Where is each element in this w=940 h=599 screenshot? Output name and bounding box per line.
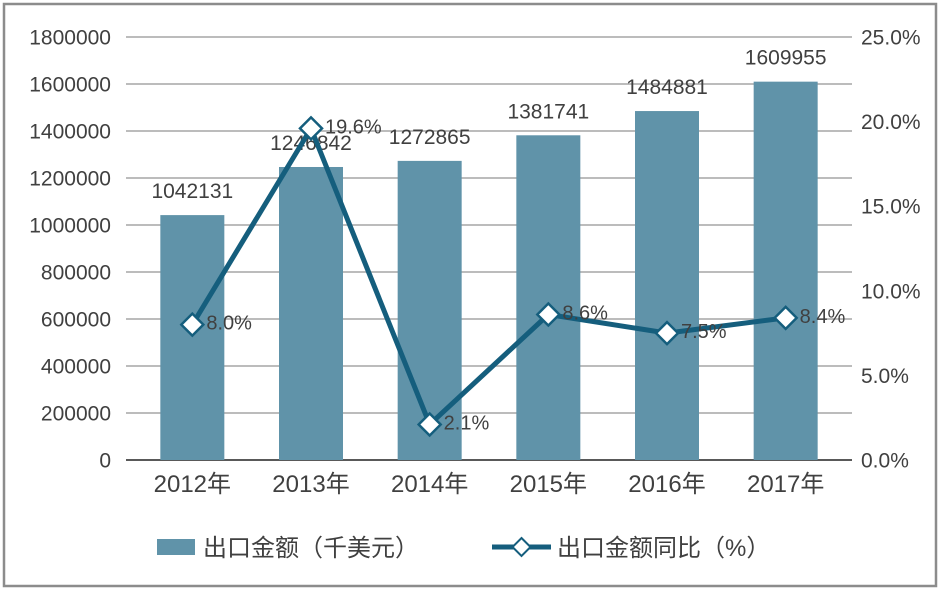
- line-data-label: 19.6%: [325, 116, 382, 138]
- line-data-label: 8.6%: [562, 302, 608, 324]
- yoy-line: [189, 125, 789, 427]
- x-axis-category-label: 2017年: [747, 471, 824, 498]
- legend-bar-swatch: [157, 539, 195, 555]
- line-data-label: 8.0%: [206, 313, 252, 335]
- legend-line-marker-diamond-icon: [511, 536, 532, 558]
- line-data-label: 2.1%: [444, 412, 490, 434]
- bar-2017年: [753, 81, 818, 460]
- line-marker-diamond-icon: [772, 305, 799, 331]
- right-axis-tick-label: 25.0%: [861, 27, 921, 50]
- bar-data-label: 1609955: [745, 47, 827, 70]
- left-axis-tick-label: 0: [99, 450, 111, 473]
- bar-2012年: [160, 215, 225, 460]
- line-marker-diamond-icon: [654, 320, 680, 346]
- bar-2016年: [635, 111, 699, 460]
- left-axis-tick-label: 1600000: [29, 74, 111, 97]
- right-axis-tick-label: 0.0%: [861, 450, 909, 473]
- x-axis-category-label: 2012年: [154, 471, 231, 498]
- bar-2015年: [516, 135, 581, 460]
- legend-bar-label: 出口金额（千美元）: [203, 535, 419, 562]
- chart-border: [2, 2, 938, 588]
- bar-data-label: 1042131: [151, 180, 233, 203]
- bar-2013年: [279, 166, 343, 460]
- x-axis-category-label: 2014年: [391, 471, 468, 498]
- left-axis-tick-label: 800000: [41, 262, 111, 285]
- left-axis-tick-label: 200000: [41, 403, 111, 426]
- left-axis-tick-label: 1800000: [29, 27, 111, 50]
- x-axis-category-label: 2013年: [272, 471, 349, 498]
- x-axis-category-label: 2016年: [628, 471, 705, 498]
- line-marker-diamond-icon: [416, 411, 443, 438]
- line-marker-diamond-icon: [179, 311, 206, 338]
- right-axis-tick-label: 5.0%: [861, 365, 909, 388]
- bar-2014年: [397, 160, 462, 461]
- line-marker-diamond-icon: [298, 115, 324, 142]
- left-axis-tick-label: 600000: [41, 309, 111, 332]
- line-data-label: 8.4%: [800, 306, 846, 328]
- left-axis-tick-label: 1000000: [29, 215, 111, 238]
- bar-data-label: 1272865: [389, 126, 471, 149]
- x-axis-category-label: 2015年: [510, 471, 587, 498]
- bar-data-label: 1246842: [270, 132, 352, 155]
- line-marker-diamond-icon: [535, 301, 562, 328]
- left-axis-tick-label: 1400000: [29, 121, 111, 144]
- legend: 出口金额（千美元） 出口金额同比（%）: [157, 535, 770, 562]
- plot-area: 0 200000 400000 600000 800000 1000000 1200000 1…: [29, 27, 920, 499]
- right-axis-tick-label: 10.0%: [861, 280, 921, 303]
- bar-data-label: 1484881: [626, 76, 708, 99]
- bar-data-label: 1381741: [507, 100, 589, 123]
- left-axis-tick-label: 1200000: [29, 168, 111, 191]
- right-axis-tick-label: 20.0%: [861, 111, 921, 134]
- right-axis-tick-label: 15.0%: [861, 196, 921, 219]
- legend-line-label: 出口金额同比（%）: [557, 535, 770, 562]
- left-axis-tick-label: 400000: [41, 356, 111, 379]
- line-data-label: 7.5%: [681, 321, 727, 343]
